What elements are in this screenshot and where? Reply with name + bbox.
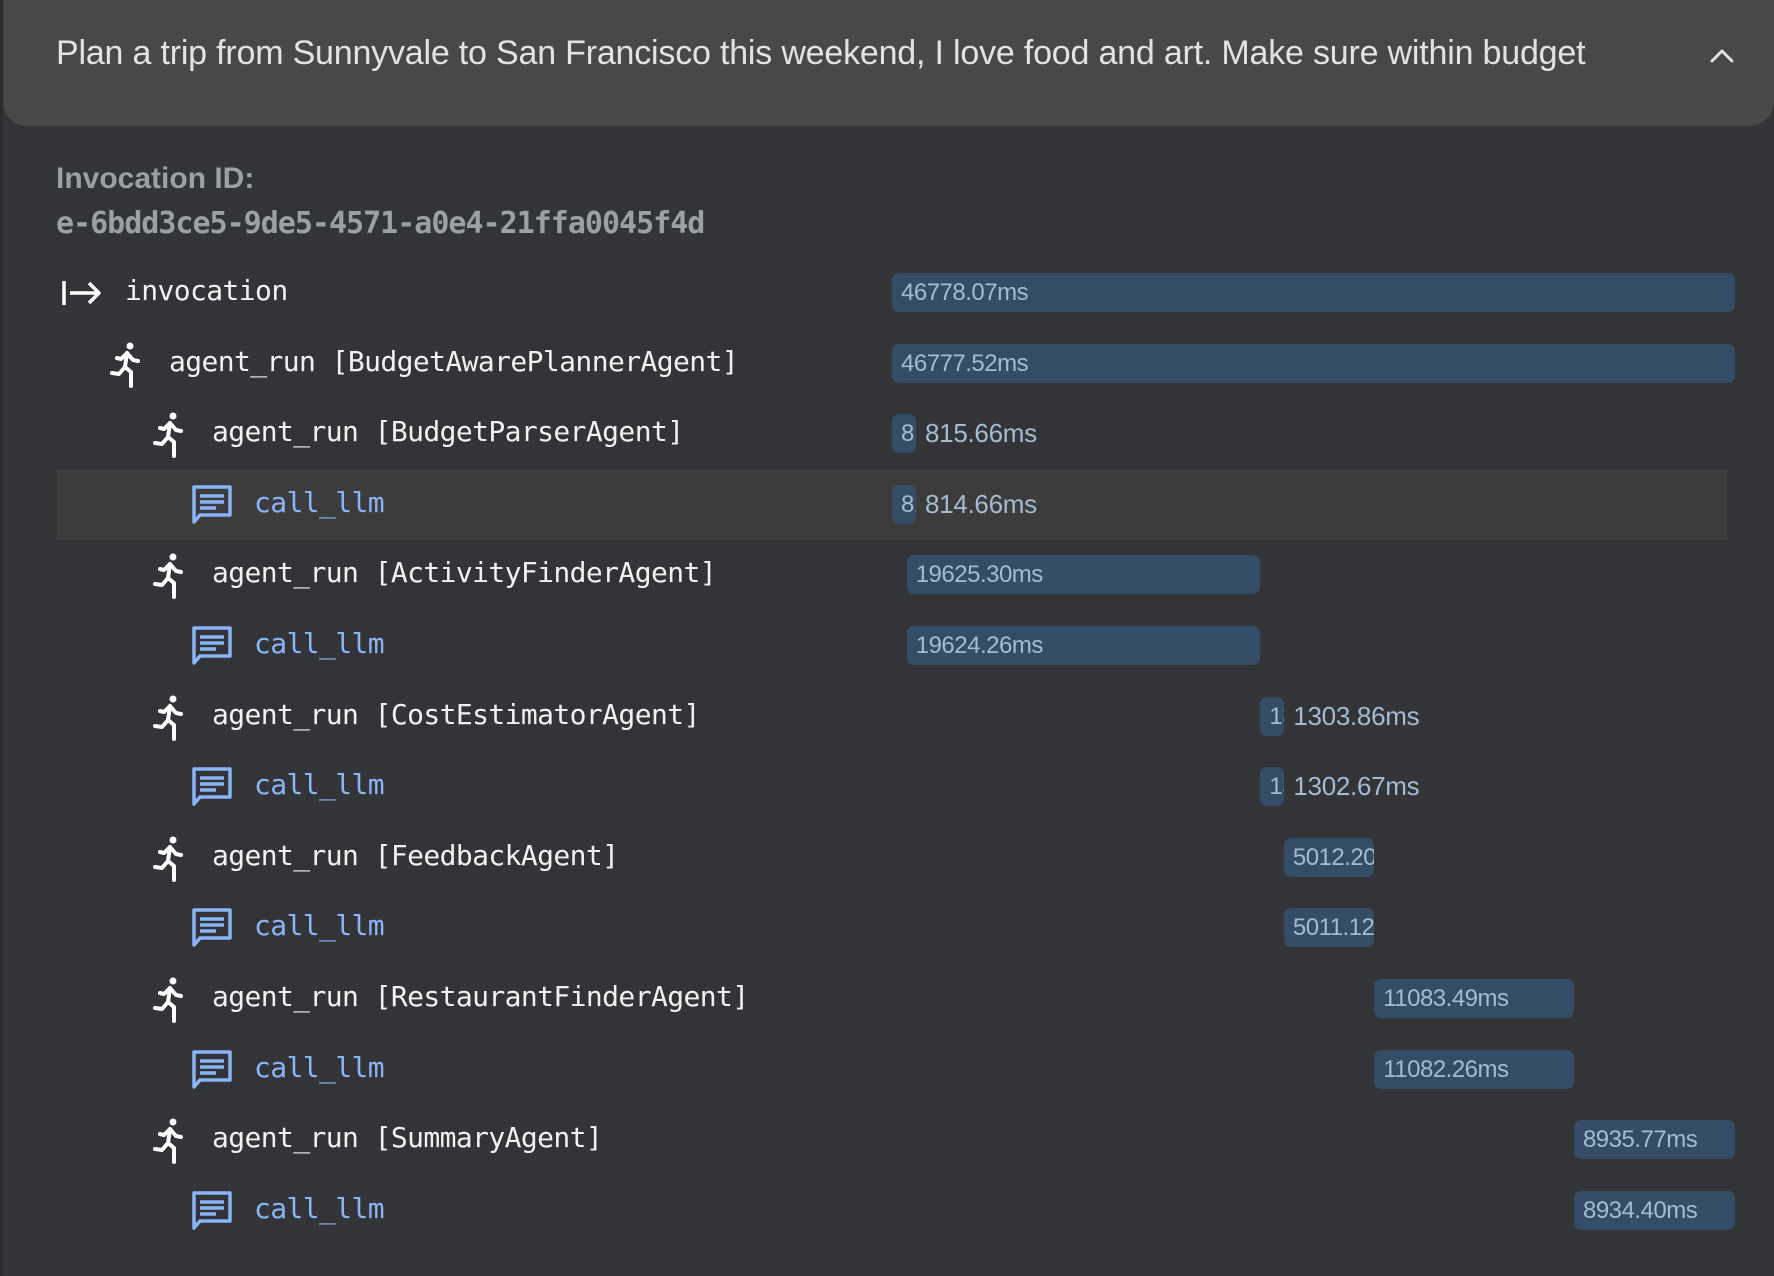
duration-bar-label: 46778.07ms [901, 279, 1029, 306]
duration-bar-label: 11083.49ms [1383, 985, 1509, 1012]
span-name: agent_run [BudgetAwarePlannerAgent] [169, 344, 739, 378]
duration-bar-label: 1302.67ms [1269, 773, 1284, 801]
span-name: call_llm [254, 1050, 385, 1084]
duration-label: 814.66ms [925, 488, 1037, 519]
trace-row-agent[interactable]: agent_run [BudgetParserAgent] 815.66ms 815… [57, 398, 1727, 469]
trace-row-invocation[interactable]: invocation 46778.07ms [57, 257, 1735, 328]
running-person-icon [146, 975, 194, 1023]
trace-row-llm[interactable]: call_llm 1302.67ms 1302.67ms [57, 751, 1727, 822]
duration-bar[interactable]: 5012.20ms [1283, 837, 1375, 877]
chat-message-icon [188, 622, 236, 670]
duration-bar-label: 814.66ms [901, 490, 916, 518]
span-name: agent_run [SummaryAgent] [212, 1121, 603, 1155]
window-edge [0, 0, 3, 1276]
duration-bar[interactable]: 1302.67ms [1260, 767, 1285, 807]
duration-label: 815.66ms [925, 418, 1037, 449]
trace-row-llm[interactable]: call_llm 19624.26ms [57, 610, 1727, 681]
duration-bar-label: 5012.20ms [1292, 843, 1375, 871]
duration-label: 1302.67ms [1293, 771, 1420, 802]
invocation-id-label: Invocation ID: [56, 162, 255, 195]
span-name: agent_run [ActivityFinderAgent] [212, 556, 717, 590]
duration-label: 1303.86ms [1293, 700, 1420, 731]
span-name: call_llm [254, 485, 385, 519]
span-name: call_llm [254, 1191, 385, 1225]
trace-row-llm[interactable]: call_llm 5011.12ms [57, 892, 1727, 963]
duration-bar[interactable]: 814.66ms [892, 484, 917, 524]
chat-message-icon [188, 763, 236, 811]
span-name: invocation [125, 274, 288, 307]
duration-bar-label: 19624.26ms [915, 632, 1044, 659]
trace-row-agent[interactable]: agent_run [ActivityFinderAgent] 19625.30m… [57, 539, 1727, 610]
span-name: call_llm [254, 768, 385, 802]
running-person-icon [146, 551, 194, 600]
chevron-up-icon[interactable] [1706, 40, 1738, 72]
trace-row-agent[interactable]: agent_run [BudgetAwarePlannerAgent] 46777… [57, 328, 1735, 399]
trace-row-llm[interactable]: call_llm 11082.26ms [57, 1034, 1727, 1105]
duration-bar[interactable]: 46778.07ms [892, 273, 1735, 312]
duration-bar-label: 8934.40ms [1582, 1196, 1698, 1224]
trace-row-agent[interactable]: agent_run [SummaryAgent] 8935.77ms [57, 1104, 1735, 1175]
trace-row-llm[interactable]: call_llm 814.66ms 814.66ms [57, 468, 1727, 540]
trace-row-llm[interactable]: call_llm 8934.40ms [57, 1175, 1735, 1246]
trace-row-agent[interactable]: agent_run [CostEstimatorAgent] 1303.86ms 1… [57, 681, 1727, 752]
duration-bar[interactable]: 8935.77ms [1573, 1120, 1735, 1160]
duration-bar[interactable]: 8934.40ms [1573, 1190, 1735, 1230]
chat-message-icon [188, 1187, 236, 1235]
span-name: agent_run [CostEstimatorAgent] [212, 697, 700, 731]
span-name: call_llm [254, 909, 385, 943]
query-title: Plan a trip from Sunnyvale to San Franci… [56, 34, 1586, 72]
invocation-id-value: e-6bdd3ce5-9de5-4571-a0e4-21ffa0045f4d [56, 206, 705, 241]
running-person-icon [146, 834, 194, 882]
span-name: agent_run [RestaurantFinderAgent] [212, 980, 749, 1013]
duration-bar-label: 1303.86ms [1269, 702, 1284, 730]
span-name: agent_run [FeedbackAgent] [212, 838, 619, 872]
duration-bar[interactable]: 11082.26ms [1374, 1049, 1574, 1089]
query-header[interactable]: Plan a trip from Sunnyvale to San Franci… [3, 0, 1774, 126]
running-person-icon [146, 1116, 194, 1165]
span-name: agent_run [BudgetParserAgent] [212, 415, 684, 449]
duration-bar-label: 46777.52ms [901, 349, 1029, 377]
duration-bar[interactable]: 1303.86ms [1260, 696, 1285, 736]
chat-message-icon [188, 481, 236, 529]
duration-bar-label: 11082.26ms [1383, 1055, 1509, 1083]
span-name: call_llm [254, 627, 385, 660]
chat-message-icon [188, 904, 236, 952]
chat-message-icon [188, 1046, 236, 1094]
duration-bar[interactable]: 46777.52ms [892, 343, 1735, 383]
arrow-right-to-bar-icon [59, 269, 107, 317]
duration-bar[interactable]: 19625.30ms [906, 555, 1261, 595]
duration-bar-label: 19625.30ms [915, 561, 1044, 589]
trace-row-agent[interactable]: agent_run [FeedbackAgent] 5012.20ms [57, 822, 1727, 893]
duration-bar[interactable]: 19624.26ms [906, 626, 1261, 665]
duration-bar[interactable]: 5011.12ms [1283, 908, 1375, 948]
running-person-icon [146, 410, 194, 459]
duration-bar-label: 5011.12ms [1292, 914, 1375, 942]
running-person-icon [103, 340, 151, 388]
running-person-icon [146, 693, 194, 741]
duration-bar[interactable]: 815.66ms [892, 414, 916, 454]
duration-bar-label: 815.66ms [901, 420, 916, 448]
duration-bar-label: 8935.77ms [1582, 1126, 1698, 1154]
duration-bar[interactable]: 11083.49ms [1374, 979, 1574, 1018]
trace-row-agent[interactable]: agent_run [RestaurantFinderAgent] 11083.4… [57, 963, 1727, 1034]
